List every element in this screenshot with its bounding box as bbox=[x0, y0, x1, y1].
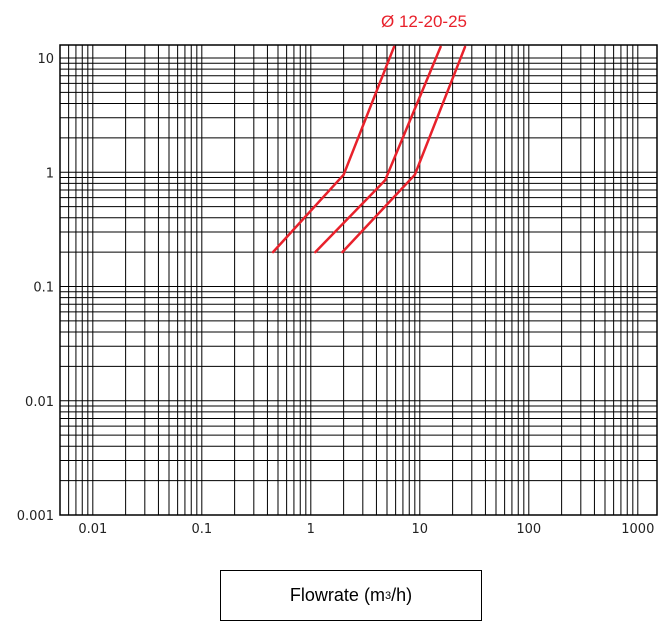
flow-chart: 0.01 0.1 1 10 100 1000 10 1 0.1 0.01 0.001 Ø 12-2… bbox=[17, 12, 658, 537]
x-tick-label: 0.01 bbox=[78, 522, 107, 537]
x-tick-label: 0.1 bbox=[191, 522, 212, 537]
plot-background bbox=[60, 45, 657, 515]
x-tick-label: 1 bbox=[307, 522, 315, 537]
series-line bbox=[314, 45, 442, 254]
x-tick-label: 1000 bbox=[621, 522, 654, 537]
y-tick-label: 1 bbox=[46, 166, 54, 181]
x-tick-label: 100 bbox=[516, 522, 541, 537]
series-line bbox=[341, 45, 467, 254]
y-tick-label: 10 bbox=[37, 52, 54, 67]
plot-frame bbox=[59, 44, 658, 516]
x-tick-label: 10 bbox=[412, 522, 429, 537]
grid-lines bbox=[59, 45, 657, 516]
x-axis-label-prefix: Flowrate (m bbox=[289, 585, 385, 605]
x-axis-label: Flowrate (m 3/h) bbox=[220, 570, 482, 621]
y-tick-label: 0.01 bbox=[25, 395, 54, 410]
plot-border bbox=[59, 44, 658, 516]
series-label: Ø 12-20-25 bbox=[381, 12, 467, 31]
x-axis-label-suffix: /h) bbox=[391, 585, 413, 605]
x-tick-labels: 0.01 0.1 1 10 100 1000 bbox=[78, 522, 654, 537]
series-lines bbox=[271, 45, 467, 254]
y-tick-label: 0.001 bbox=[17, 509, 54, 524]
x-axis-label-superscript: 3 bbox=[384, 589, 392, 602]
y-tick-label: 0.1 bbox=[33, 281, 54, 296]
series-line bbox=[271, 45, 396, 254]
y-tick-labels: 10 1 0.1 0.01 0.001 bbox=[17, 52, 54, 524]
